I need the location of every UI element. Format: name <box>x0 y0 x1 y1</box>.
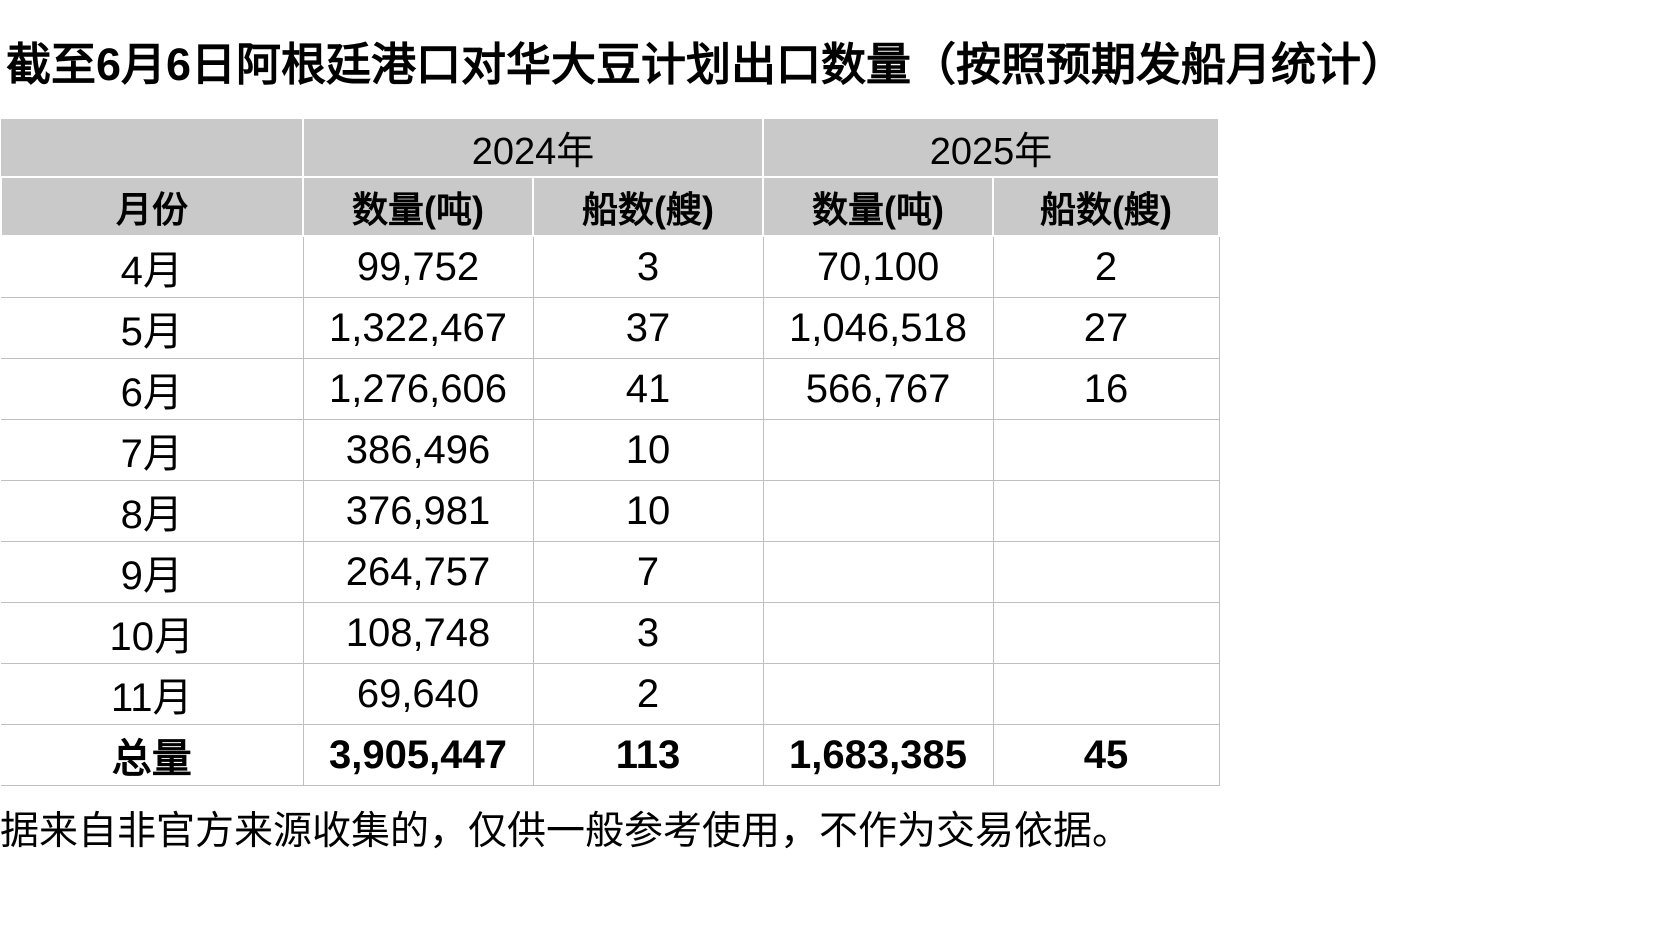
page-title: 截至6月6日阿根廷港口对华大豆计划出口数量（按照预期发船月统计） <box>6 39 1407 90</box>
column-header-month: 月份 <box>0 176 304 237</box>
qty-2025-cell: 70,100 <box>762 235 994 298</box>
year-header-row: 2024年 2025年 <box>1 117 1221 178</box>
total-month-cell: 总量 <box>1 724 304 786</box>
total-ships-2025-cell: 45 <box>992 724 1220 786</box>
month-cell: 10月 <box>1 602 304 664</box>
year-header-2025: 2025年 <box>762 117 1221 178</box>
total-row: 总量 3,905,447 113 1,683,385 45 <box>1 724 1220 786</box>
month-cell: 7月 <box>1 419 304 481</box>
month-cell: 4月 <box>1 235 304 298</box>
table-row: 10月 108,748 3 <box>1 602 1220 664</box>
qty-2025-cell <box>762 602 994 664</box>
ships-2025-cell: 2 <box>992 235 1220 298</box>
ships-2024-cell: 3 <box>532 602 764 664</box>
qty-2025-cell: 566,767 <box>762 358 994 420</box>
ships-2025-cell: 27 <box>992 297 1220 359</box>
qty-2025-cell <box>762 419 994 481</box>
ships-2024-cell: 3 <box>532 235 764 298</box>
soybean-export-table: 2024年 2025年 月份 数量(吨) 船数(艘) 数量(吨) 船数(艘) 4… <box>0 117 1221 786</box>
month-cell: 9月 <box>1 541 304 603</box>
qty-2024-cell: 386,496 <box>302 419 534 481</box>
footer-note: 据来自非官方来源收集的，仅供一般参考使用，不作为交易依据。 <box>0 810 1132 853</box>
qty-2025-cell <box>762 663 994 725</box>
ships-2024-cell: 37 <box>532 297 764 359</box>
qty-2024-cell: 264,757 <box>302 541 534 603</box>
table-row: 6月 1,276,606 41 566,767 16 <box>1 358 1220 420</box>
table-row: 11月 69,640 2 <box>1 663 1220 725</box>
ships-2025-cell <box>992 602 1220 664</box>
table-body: 4月 99,752 3 70,100 2 5月 1,322,467 37 1,046,518 27… <box>1 235 1220 786</box>
table-header: 2024年 2025年 月份 数量(吨) 船数(艘) 数量(吨) 船数(艘) <box>0 117 1221 237</box>
ships-2025-cell <box>992 419 1220 481</box>
table-row: 9月 264,757 7 <box>1 541 1220 603</box>
total-ships-2024-cell: 113 <box>532 724 764 786</box>
table-row: 4月 99,752 3 70,100 2 <box>1 235 1220 298</box>
qty-2024-cell: 1,322,467 <box>302 297 534 359</box>
month-cell: 5月 <box>1 297 304 359</box>
qty-2024-cell: 376,981 <box>302 480 534 542</box>
qty-2024-cell: 99,752 <box>302 235 534 298</box>
ships-2024-cell: 41 <box>532 358 764 420</box>
month-cell: 6月 <box>1 358 304 420</box>
qty-2025-cell: 1,046,518 <box>762 297 994 359</box>
ships-2025-cell <box>992 541 1220 603</box>
year-header-2024: 2024年 <box>301 117 765 178</box>
qty-2024-cell: 69,640 <box>302 663 534 725</box>
table-row: 5月 1,322,467 37 1,046,518 27 <box>1 297 1220 359</box>
qty-2025-cell <box>762 541 994 603</box>
total-qty-2025-cell: 1,683,385 <box>762 724 994 786</box>
column-header-qty-2024: 数量(吨) <box>302 176 534 237</box>
table-row: 7月 386,496 10 <box>1 419 1220 481</box>
table-row: 8月 376,981 10 <box>1 480 1220 542</box>
column-header-ships-2024: 船数(艘) <box>531 176 765 237</box>
month-cell: 8月 <box>1 480 304 542</box>
ships-2024-cell: 10 <box>532 480 764 542</box>
blank-header-cell <box>1 117 304 178</box>
qty-2024-cell: 108,748 <box>302 602 534 664</box>
ships-2025-cell: 16 <box>992 358 1220 420</box>
ships-2024-cell: 2 <box>532 663 764 725</box>
ships-2024-cell: 10 <box>532 419 764 481</box>
ships-2025-cell <box>992 663 1220 725</box>
column-header-row: 月份 数量(吨) 船数(艘) 数量(吨) 船数(艘) <box>0 176 1221 237</box>
column-header-qty-2025: 数量(吨) <box>762 176 995 237</box>
column-header-ships-2025: 船数(艘) <box>992 176 1221 237</box>
qty-2024-cell: 1,276,606 <box>302 358 534 420</box>
qty-2025-cell <box>762 480 994 542</box>
ships-2024-cell: 7 <box>532 541 764 603</box>
ships-2025-cell <box>992 480 1220 542</box>
month-cell: 11月 <box>1 663 304 725</box>
total-qty-2024-cell: 3,905,447 <box>302 724 534 786</box>
